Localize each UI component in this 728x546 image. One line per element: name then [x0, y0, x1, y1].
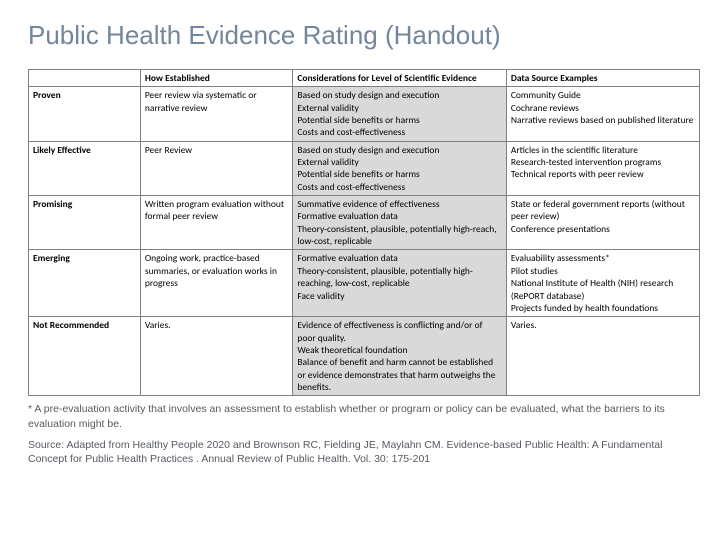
cell-sources: Varies.: [506, 317, 699, 396]
cell-considerations: Formative evaluation dataTheory-consiste…: [293, 250, 507, 317]
cell-sources: Evaluability assessments*Pilot studiesNa…: [506, 250, 699, 317]
row-label: Not Recommended: [29, 317, 141, 396]
table-header-row: How Established Considerations for Level…: [29, 70, 700, 87]
table-row: Not RecommendedVaries.Evidence of effect…: [29, 317, 700, 396]
cell-considerations: Based on study design and executionExter…: [293, 141, 507, 195]
cell-considerations: Summative evidence of effectivenessForma…: [293, 196, 507, 250]
page-title: Public Health Evidence Rating (Handout): [28, 20, 700, 51]
cell-sources: State or federal government reports (wit…: [506, 196, 699, 250]
cell-how: Peer review via systematic or narrative …: [140, 87, 293, 141]
cell-considerations: Evidence of effectiveness is conflicting…: [293, 317, 507, 396]
row-label: Emerging: [29, 250, 141, 317]
footnote-asterisk: * A pre-evaluation activity that involve…: [28, 402, 700, 431]
col-header-how: How Established: [140, 70, 293, 87]
table-row: PromisingWritten program evaluation with…: [29, 196, 700, 250]
table-row: EmergingOngoing work, practice-based sum…: [29, 250, 700, 317]
evidence-rating-table: How Established Considerations for Level…: [28, 69, 700, 396]
footnote-source: Source: Adapted from Healthy People 2020…: [28, 438, 700, 467]
cell-how: Ongoing work, practice-based summaries, …: [140, 250, 293, 317]
table-row: Likely EffectivePeer ReviewBased on stud…: [29, 141, 700, 195]
cell-how: Varies.: [140, 317, 293, 396]
cell-considerations: Based on study design and executionExter…: [293, 87, 507, 141]
table-row: ProvenPeer review via systematic or narr…: [29, 87, 700, 141]
col-header-considerations: Considerations for Level of Scientific E…: [293, 70, 507, 87]
cell-how: Peer Review: [140, 141, 293, 195]
col-header-sources: Data Source Examples: [506, 70, 699, 87]
row-label: Promising: [29, 196, 141, 250]
cell-sources: Articles in the scientific literatureRes…: [506, 141, 699, 195]
cell-how: Written program evaluation without forma…: [140, 196, 293, 250]
row-label: Proven: [29, 87, 141, 141]
row-label: Likely Effective: [29, 141, 141, 195]
cell-sources: Community GuideCochrane reviewsNarrative…: [506, 87, 699, 141]
table-body: ProvenPeer review via systematic or narr…: [29, 87, 700, 396]
col-header-blank: [29, 70, 141, 87]
